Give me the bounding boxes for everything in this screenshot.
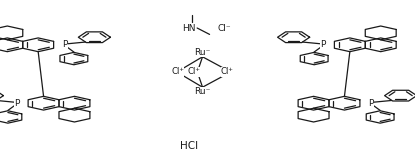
Text: Cl⁺: Cl⁺ bbox=[221, 68, 234, 76]
Text: HN: HN bbox=[182, 24, 195, 33]
Text: Ru⁻: Ru⁻ bbox=[194, 87, 211, 96]
Text: P: P bbox=[62, 40, 68, 49]
Text: Cl⁺: Cl⁺ bbox=[171, 68, 184, 76]
Text: P: P bbox=[320, 40, 326, 49]
Text: P: P bbox=[14, 99, 20, 108]
Text: Cl⁺: Cl⁺ bbox=[188, 68, 201, 76]
Text: Ru⁻: Ru⁻ bbox=[194, 48, 211, 57]
Text: HCl: HCl bbox=[180, 141, 198, 151]
Text: P: P bbox=[369, 99, 374, 108]
Text: Cl⁻: Cl⁻ bbox=[217, 24, 231, 33]
